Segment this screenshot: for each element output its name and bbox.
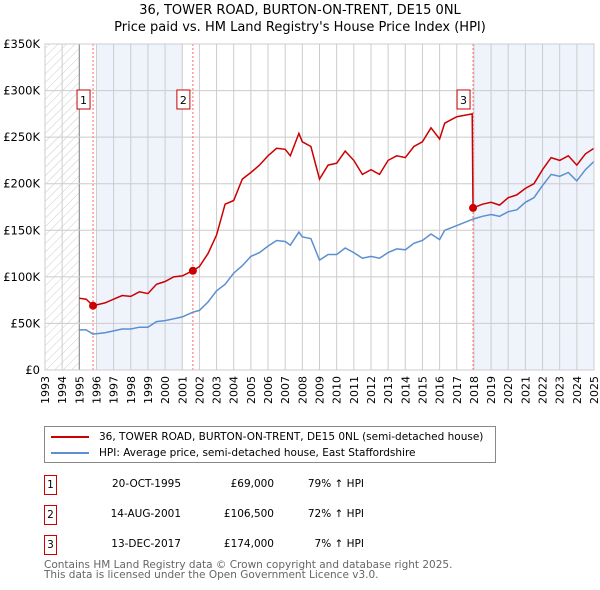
- sale-point: [469, 203, 478, 212]
- y-tick-label: £250K: [3, 130, 40, 144]
- x-tick-label: 2003: [211, 376, 224, 404]
- sale-label-box: [76, 89, 91, 110]
- transaction-price: £106,500: [223, 508, 274, 520]
- x-tick-label: 2007: [279, 376, 292, 404]
- sale-point: [188, 266, 197, 275]
- sale-label: 3: [460, 94, 467, 107]
- x-tick-label: 1995: [73, 376, 86, 404]
- x-tick-label: 2012: [365, 376, 378, 404]
- y-tick-label: £0: [25, 363, 40, 377]
- footer-licence: This data is licensed under the Open Gov…: [44, 569, 379, 581]
- transaction-row: 2 14-AUG-2001 £106,500 72% ↑ HPI: [44, 505, 444, 525]
- sale-point: [89, 301, 98, 310]
- transaction-price: £69,000: [230, 478, 274, 490]
- transaction-hpi: 79% ↑ HPI: [307, 478, 364, 490]
- y-tick-label: £350K: [3, 37, 40, 51]
- x-tick-label: 2005: [245, 376, 258, 404]
- transaction-row: 3 13-DEC-2017 £174,000 7% ↑ HPI: [44, 535, 444, 555]
- footer: Contains HM Land Registry data © Crown c…: [44, 559, 453, 581]
- hpi-line: [79, 160, 595, 335]
- x-tick-label: 1994: [56, 376, 69, 404]
- x-tick-label: 2001: [176, 376, 189, 404]
- legend-label-property: 36, TOWER ROAD, BURTON-ON-TRENT, DE15 0N…: [99, 431, 484, 443]
- legend-swatch-property: [51, 436, 89, 438]
- shaded-period: [96, 44, 183, 370]
- x-tick-label: 1999: [142, 376, 155, 404]
- x-tick-label: 2025: [588, 376, 600, 404]
- sale-label-box: [176, 89, 191, 110]
- legend: 36, TOWER ROAD, BURTON-ON-TRENT, DE15 0N…: [44, 426, 496, 463]
- x-tick-label: 1993: [39, 376, 52, 404]
- chart-title: 36, TOWER ROAD, BURTON-ON-TRENT, DE15 0N…: [139, 3, 461, 18]
- legend-item-hpi: HPI: Average price, semi-detached house,…: [51, 447, 416, 459]
- x-tick-label: 1997: [108, 376, 121, 404]
- x-tick-label: 2008: [296, 376, 309, 404]
- sale-label: 2: [180, 94, 187, 107]
- x-tick-label: 2021: [519, 376, 532, 404]
- y-tick-label: £100K: [3, 270, 40, 284]
- y-tick-label: £200K: [3, 177, 40, 191]
- x-tick-label: 2000: [159, 376, 172, 404]
- x-tick-label: 2014: [399, 376, 412, 404]
- transaction-row: 1 20-OCT-1995 £69,000 79% ↑ HPI: [44, 475, 444, 495]
- y-tick-label: £50K: [11, 316, 41, 330]
- x-tick-label: 2018: [468, 376, 481, 404]
- transaction-number: 1: [44, 475, 57, 495]
- x-tick-label: 2004: [228, 376, 241, 404]
- transaction-number: 2: [44, 505, 57, 525]
- transaction-price: £174,000: [223, 538, 274, 550]
- transaction-date: 13-DEC-2017: [111, 538, 181, 550]
- x-tick-label: 2023: [554, 376, 567, 404]
- property-price-line: [79, 113, 595, 307]
- x-tick-label: 2006: [262, 376, 275, 404]
- transaction-hpi: 7% ↑ HPI: [314, 538, 364, 550]
- shaded-period: [473, 44, 594, 370]
- transaction-hpi: 72% ↑ HPI: [307, 508, 364, 520]
- x-tick-label: 2020: [502, 376, 515, 404]
- y-tick-label: £300K: [3, 84, 40, 98]
- x-tick-label: 2013: [382, 376, 395, 404]
- legend-item-property: 36, TOWER ROAD, BURTON-ON-TRENT, DE15 0N…: [51, 431, 483, 443]
- transaction-number: 3: [44, 535, 57, 555]
- x-tick-label: 1998: [125, 376, 138, 404]
- x-tick-label: 2019: [485, 376, 498, 404]
- x-tick-label: 1996: [90, 376, 103, 404]
- chart-subtitle: Price paid vs. HM Land Registry's House …: [114, 20, 486, 35]
- transaction-date: 14-AUG-2001: [110, 508, 181, 520]
- footer-copyright: Contains HM Land Registry data © Crown c…: [44, 559, 453, 571]
- price-chart: 1993 1994 1995 1996 1997 1998 1999 2000 2001 2002…: [3, 37, 600, 404]
- x-tick-label: 2024: [571, 376, 584, 404]
- plot-border: [44, 43, 595, 371]
- sale-label: 1: [80, 94, 87, 107]
- x-tick-label: 2010: [331, 376, 344, 404]
- sale-label-box: [456, 89, 471, 110]
- transaction-date: 20-OCT-1995: [112, 478, 181, 490]
- x-tick-label: 2015: [416, 376, 429, 404]
- x-tick-label: 2009: [314, 376, 327, 404]
- legend-swatch-hpi: [51, 452, 89, 454]
- x-tick-label: 2011: [348, 376, 361, 404]
- x-tick-label: 2017: [451, 376, 464, 404]
- x-tick-label: 2016: [434, 376, 447, 404]
- x-tick-label: 2002: [193, 376, 206, 404]
- legend-label-hpi: HPI: Average price, semi-detached house,…: [99, 447, 416, 459]
- x-tick-label: 2022: [537, 376, 550, 404]
- y-tick-label: £150K: [3, 223, 40, 237]
